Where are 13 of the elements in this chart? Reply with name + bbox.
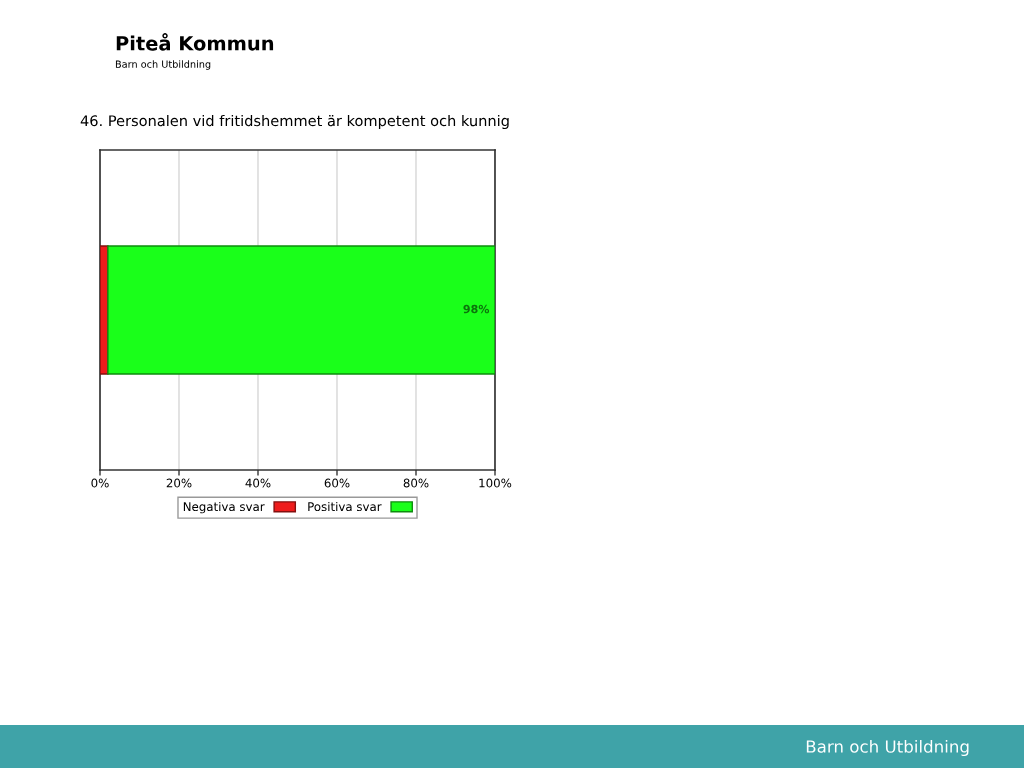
data-label: 98% — [463, 304, 490, 314]
x-tick-label: 40% — [245, 478, 271, 488]
x-tick-label: 20% — [166, 478, 192, 488]
legend-label: Negativa svar — [183, 501, 265, 514]
text: Barn och Utbildning — [115, 60, 211, 70]
x-tick-label: 60% — [324, 478, 350, 488]
chart-title: 46. Personalen vid fritidshemmet är kompetent och kunnig — [80, 114, 509, 130]
x-tick-label: 0% — [91, 478, 109, 488]
x-tick-label: 100% — [479, 478, 512, 488]
text: Piteå Kommun — [116, 33, 274, 51]
legend-label: Positiva svar — [308, 501, 382, 512]
x-tick-label: 80% — [403, 478, 429, 488]
text: Barn och Utbildning — [806, 739, 969, 757]
